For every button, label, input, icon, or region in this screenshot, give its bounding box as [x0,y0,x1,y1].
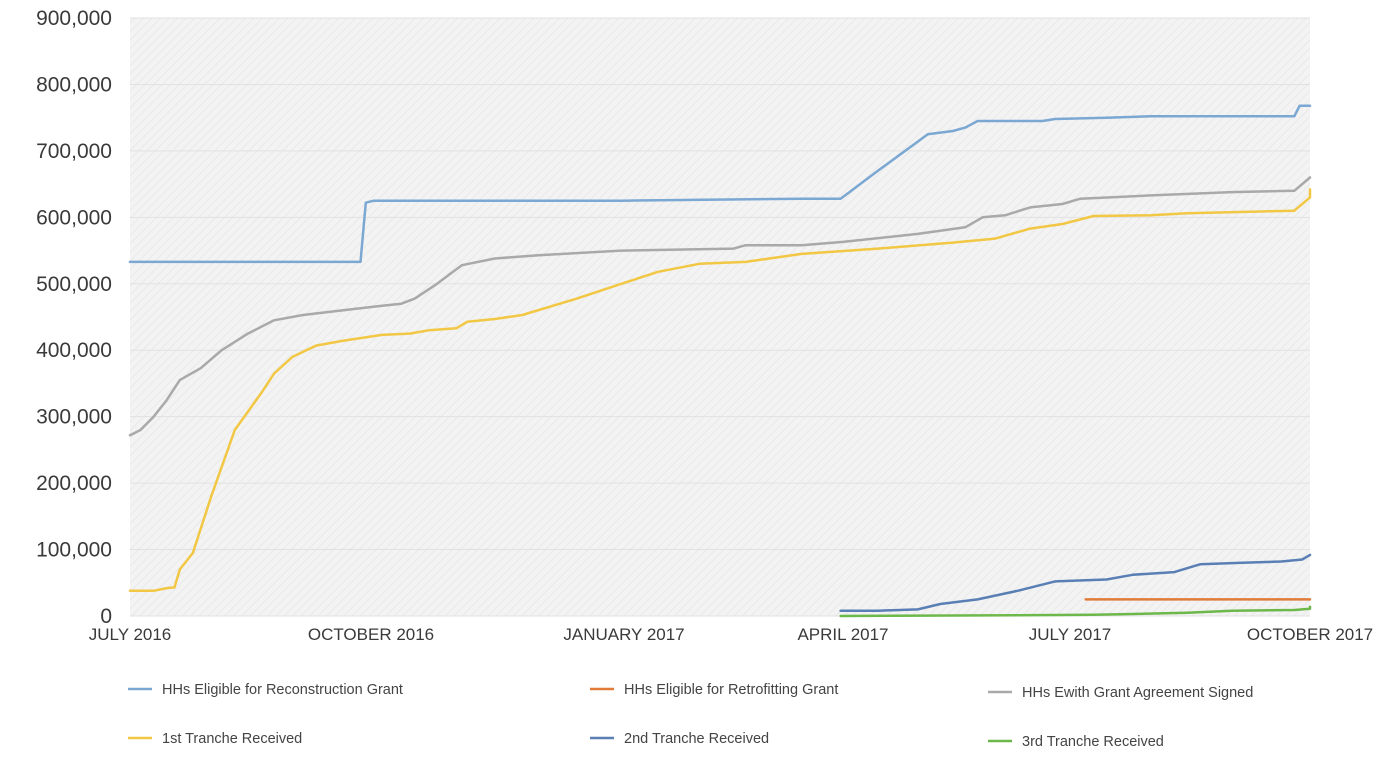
x-tick-label: OCTOBER 2017 [1247,625,1373,644]
y-tick-label: 100,000 [36,539,112,562]
series-line-hhs-eligible-for-reconstruction-grant [128,104,1312,264]
y-tick-label: 0 [100,605,112,628]
legend-label-3rd-tranche-received: 3rd Tranche Received [1022,734,1164,750]
y-tick-label: 500,000 [36,273,112,296]
x-tick-label: JULY 2017 [1029,625,1112,644]
y-tick-label: 400,000 [36,339,112,362]
legend-label-2nd-tranche-received: 2nd Tranche Received [624,731,769,747]
y-tick-label: 800,000 [36,73,112,96]
x-axis-ticks: JULY 2016 OCTOBER 2016 JANUARY 2017 APRIL 2… [89,625,1373,644]
y-tick-label: 600,000 [36,206,112,229]
legend-label-1st-tranche-received: 1st Tranche Received [162,731,302,747]
legend-label-hhs-eligible-for-reconstruction-grant: HHs Eligible for Reconstruction Grant [162,682,403,698]
plot-background [130,18,1310,616]
series-line-3rd-tranche-received [839,605,1312,618]
series-line-hhs-ewith-grant-agreement-signed [128,176,1312,437]
legend: HHs Eligible for Reconstruction Grant HHs… [128,682,1253,750]
legend-label-hhs-eligible-for-retrofitting-grant: HHs Eligible for Retrofitting Grant [624,682,838,698]
gridlines [130,17,1310,617]
series-line-2nd-tranche-received [839,553,1312,612]
y-tick-label: 200,000 [36,472,112,495]
y-tick-label: 300,000 [36,406,112,429]
y-tick-label: 900,000 [36,7,112,30]
x-tick-label: APRIL 2017 [797,625,888,644]
legend-label-hhs-ewith-grant-agreement-signed: HHs Ewith Grant Agreement Signed [1022,685,1253,701]
series-lines [128,104,1312,618]
x-tick-label: JANUARY 2017 [563,625,684,644]
x-tick-label: OCTOBER 2016 [308,625,434,644]
series-line-1st-tranche-received [128,188,1312,593]
x-tick-label: JULY 2016 [89,625,172,644]
y-axis-ticks: 0 100,000 200,000 300,000 400,000 500,000 600,… [36,7,112,628]
y-tick-label: 700,000 [36,140,112,163]
